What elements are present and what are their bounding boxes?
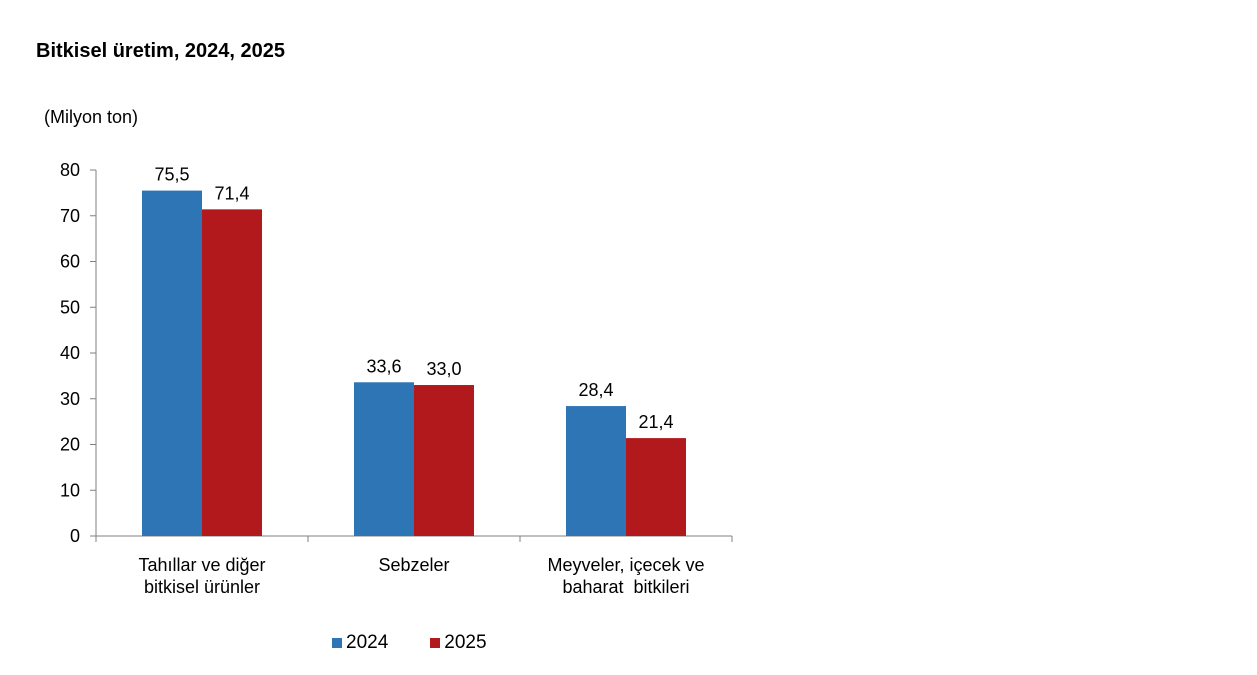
y-tick-label: 60 [60, 252, 80, 272]
y-tick-label: 40 [60, 343, 80, 363]
data-label: 33,6 [366, 356, 401, 376]
x-category-label: bitkisel ürünler [144, 577, 260, 597]
y-tick-label: 0 [70, 526, 80, 546]
y-tick-label: 20 [60, 435, 80, 455]
legend-label-2024: 2024 [346, 632, 389, 653]
bar-2024 [142, 190, 202, 536]
data-label: 21,4 [638, 412, 673, 432]
bar-2025 [414, 385, 474, 536]
y-tick-label: 50 [60, 297, 80, 317]
chart-title: Bitkisel üretim, 2024, 2025 [36, 40, 286, 62]
x-category-label: baharat bitkileri [562, 577, 689, 597]
y-axis-unit-label: (Milyon ton) [44, 107, 139, 127]
bar-2024 [566, 406, 626, 536]
legend-swatch-2025 [430, 638, 441, 648]
data-label: 71,4 [214, 183, 249, 203]
data-label: 75,5 [154, 165, 189, 185]
y-tick-label: 70 [60, 206, 80, 226]
legend-item-2025: 2025 [430, 632, 487, 654]
x-category-label: Tahıllar ve diğer [138, 555, 265, 575]
y-tick-label: 80 [60, 160, 80, 180]
legend-swatch-2024 [332, 638, 342, 648]
x-category-label: Sebzeler [378, 555, 449, 575]
x-category-label: Meyveler, içecek ve [547, 555, 704, 575]
legend-item-2024: 2024 [332, 632, 388, 654]
bar-2024 [354, 382, 414, 536]
legend-label-2025: 2025 [444, 632, 487, 653]
y-tick-label: 10 [60, 480, 80, 500]
data-label: 33,0 [426, 359, 461, 379]
y-tick-label: 30 [60, 389, 80, 409]
bar-2025 [626, 438, 686, 536]
chart-legend: 2024 2025 [332, 632, 529, 654]
bar-2025 [202, 209, 262, 536]
data-label: 28,4 [578, 380, 613, 400]
